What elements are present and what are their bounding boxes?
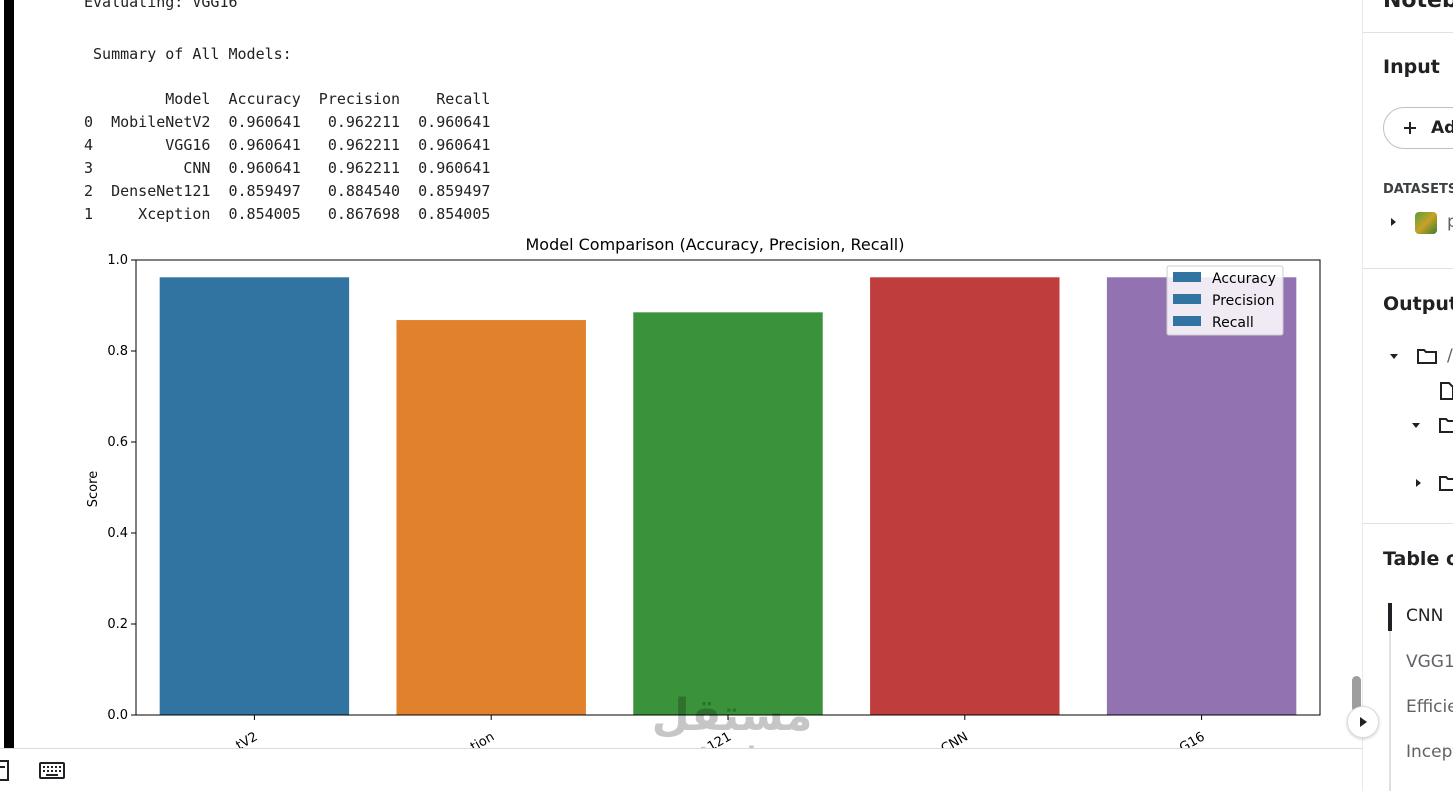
bar-3	[870, 277, 1060, 715]
file-icon	[1440, 382, 1453, 400]
summary-title: Summary of All Models:	[84, 45, 292, 63]
legend-entry-precision: Precision	[1212, 293, 1274, 309]
legend-swatch	[1173, 294, 1201, 304]
divider	[1363, 523, 1453, 524]
output-root-path: /	[1447, 346, 1453, 366]
bars	[159, 277, 1297, 715]
table-row: 0 MobileNetV2 0.960641 0.962211 0.960641	[84, 113, 491, 131]
add-input-button[interactable]: Ad	[1383, 107, 1453, 149]
x-tick-label: CNN	[939, 729, 971, 748]
legend: Accuracy Precision Recall	[1166, 265, 1284, 336]
table-row: 2 DenseNet121 0.859497 0.884540 0.859497	[84, 182, 491, 200]
y-tick-label: 0.4	[107, 526, 128, 541]
y-tick-label: 1.0	[107, 253, 128, 268]
divider	[1363, 32, 1453, 33]
folder-icon	[1417, 349, 1437, 364]
chevron-right-icon	[1360, 717, 1367, 727]
evaluating-line: Evaluating: VGG16	[84, 0, 238, 11]
x-tick-label: G16	[1177, 729, 1208, 748]
bar-0	[159, 277, 350, 715]
caret-right-icon	[1391, 218, 1396, 226]
chart-title: Model Comparison (Accuracy, Precision, R…	[525, 235, 904, 254]
output-section-title: Output	[1383, 293, 1453, 315]
legend-entry-accuracy: Accuracy	[1212, 271, 1276, 287]
y-tick-label: 0.6	[107, 435, 128, 450]
toc-item-vgg16[interactable]: VGG16	[1406, 652, 1453, 672]
toc-item-cnn[interactable]: CNN	[1406, 606, 1444, 626]
active-cell-indicator	[4, 0, 14, 748]
y-tick-label: 0.0	[107, 708, 128, 723]
legend-swatch	[1173, 272, 1201, 282]
folder-icon	[1439, 418, 1453, 433]
notebook-title: Noteb	[1383, 0, 1453, 13]
x-tick-label: tion	[468, 729, 497, 748]
toc-track	[1389, 603, 1391, 791]
dataset-item[interactable]: p	[1383, 210, 1453, 236]
divider	[1363, 268, 1453, 269]
bar-1	[396, 320, 586, 715]
notebook-icon[interactable]	[0, 759, 10, 783]
caret-right-icon[interactable]	[1415, 478, 1422, 488]
model-comparison-chart: Model Comparison (Accuracy, Precision, R…	[86, 235, 1321, 748]
x-axis: tV2 tion 121 CNN G16	[234, 715, 1208, 748]
dataset-name: p	[1447, 212, 1453, 232]
bar-4	[1106, 277, 1297, 715]
folder-icon	[1439, 476, 1453, 491]
add-input-label: Ad	[1431, 118, 1453, 138]
table-row: 3 CNN 0.960641 0.962211 0.960641	[84, 159, 491, 177]
table-row: 1 Xception 0.854005 0.867698 0.854005	[84, 205, 491, 223]
caret-down-icon[interactable]	[1411, 422, 1421, 429]
summary-table: Model Accuracy Precision Recall 0 Mobile…	[84, 88, 490, 226]
toc-item-efficientnet[interactable]: Efficie	[1406, 697, 1453, 717]
y-tick-label: 0.8	[107, 344, 128, 359]
datasets-label: DATASETS	[1383, 182, 1453, 197]
input-section-title: Input	[1383, 56, 1440, 78]
bottom-toolbar	[0, 748, 1362, 792]
bar-2	[633, 312, 823, 715]
table-header: Model Accuracy Precision Recall	[84, 90, 491, 108]
sidebar-toggle-button[interactable]	[1347, 706, 1379, 738]
x-tick-label: 121	[705, 729, 734, 748]
scrollbar-thumb[interactable]	[1352, 676, 1361, 712]
caret-down-icon[interactable]	[1389, 353, 1399, 360]
dataset-thumbnail-icon	[1415, 212, 1437, 234]
plus-icon	[1404, 122, 1416, 134]
legend-swatch	[1173, 316, 1201, 326]
toc-item-inception[interactable]: Incept	[1406, 742, 1453, 762]
y-axis: 0.0 0.2 0.4 0.6 0.8 1.0	[107, 253, 136, 723]
x-tick-label: tV2	[234, 729, 261, 748]
table-row: 4 VGG16 0.960641 0.962211 0.960641	[84, 136, 491, 154]
keyboard-icon[interactable]	[39, 761, 65, 781]
y-axis-label: Score	[86, 471, 101, 507]
toc-title: Table of	[1383, 548, 1453, 570]
legend-entry-recall: Recall	[1212, 315, 1254, 331]
right-sidebar: Noteb Input Ad DATASETS p Output / Table…	[1362, 0, 1453, 791]
y-tick-label: 0.2	[107, 617, 128, 632]
toc-active-indicator	[1388, 603, 1392, 631]
